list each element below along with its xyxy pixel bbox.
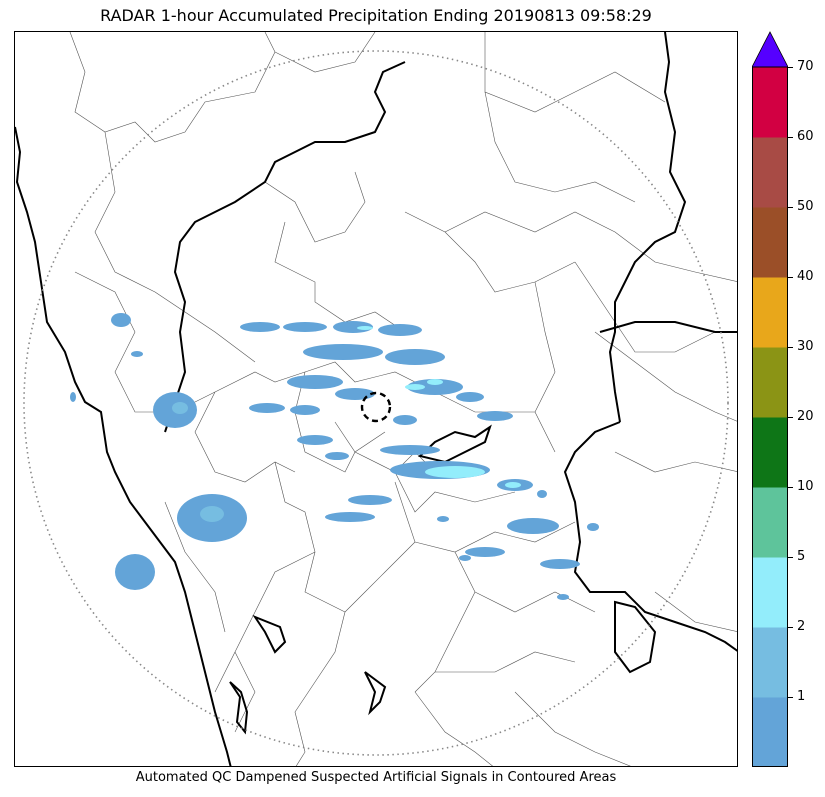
colorbar-tick-label: 30 — [797, 339, 814, 354]
colorbar-tick-label: 20 — [797, 409, 814, 424]
map-title: RADAR 1-hour Accumulated Precipitation E… — [100, 6, 652, 25]
colorbar-tick-label: 40 — [797, 269, 814, 284]
colorbar-tick-label: 1 — [797, 689, 806, 704]
colorbar-extend-arrow — [752, 31, 788, 68]
radar-site-marker — [360, 391, 392, 423]
colorbar-tick-label: 10 — [797, 479, 814, 494]
map-footer-note: Automated QC Dampened Suspected Artifici… — [135, 770, 617, 785]
colorbar-bin — [752, 67, 788, 138]
colorbar-bins — [752, 67, 788, 767]
colorbar-tick-label: 60 — [797, 129, 814, 144]
colorbar-bin — [752, 487, 788, 558]
range-ring — [23, 50, 729, 756]
colorbar-tick-mark — [788, 137, 793, 138]
colorbar-bin — [752, 417, 788, 488]
colorbar-tick-label: 2 — [797, 619, 806, 634]
radar-map-svg — [15, 32, 737, 766]
colorbar-tick-mark — [788, 277, 793, 278]
colorbar-bin — [752, 627, 788, 698]
colorbar-bin — [752, 557, 788, 628]
radar-map — [14, 31, 738, 767]
colorbar-tick-mark — [788, 627, 793, 628]
colorbar-tick-mark — [788, 557, 793, 558]
colorbar-tick-mark — [788, 417, 793, 418]
state-boundaries — [15, 32, 737, 766]
colorbar-bin — [752, 207, 788, 278]
precipitation-echoes — [70, 313, 599, 600]
colorbar-bin — [752, 137, 788, 208]
colorbar-bin — [752, 277, 788, 348]
colorbar-bin — [752, 347, 788, 418]
colorbar-tick-label: 5 — [797, 549, 806, 564]
colorbar-tick-mark — [788, 697, 793, 698]
colorbar-tick-mark — [788, 347, 793, 348]
colorbar-tick-mark — [788, 67, 793, 68]
colorbar-tick-mark — [788, 207, 793, 208]
colorbar-tick-mark — [788, 487, 793, 488]
colorbar-tick-label: 70 — [797, 59, 814, 74]
colorbar-bin — [752, 697, 788, 767]
precip-colorbar — [752, 31, 788, 767]
colorbar-tick-label: 50 — [797, 199, 814, 214]
